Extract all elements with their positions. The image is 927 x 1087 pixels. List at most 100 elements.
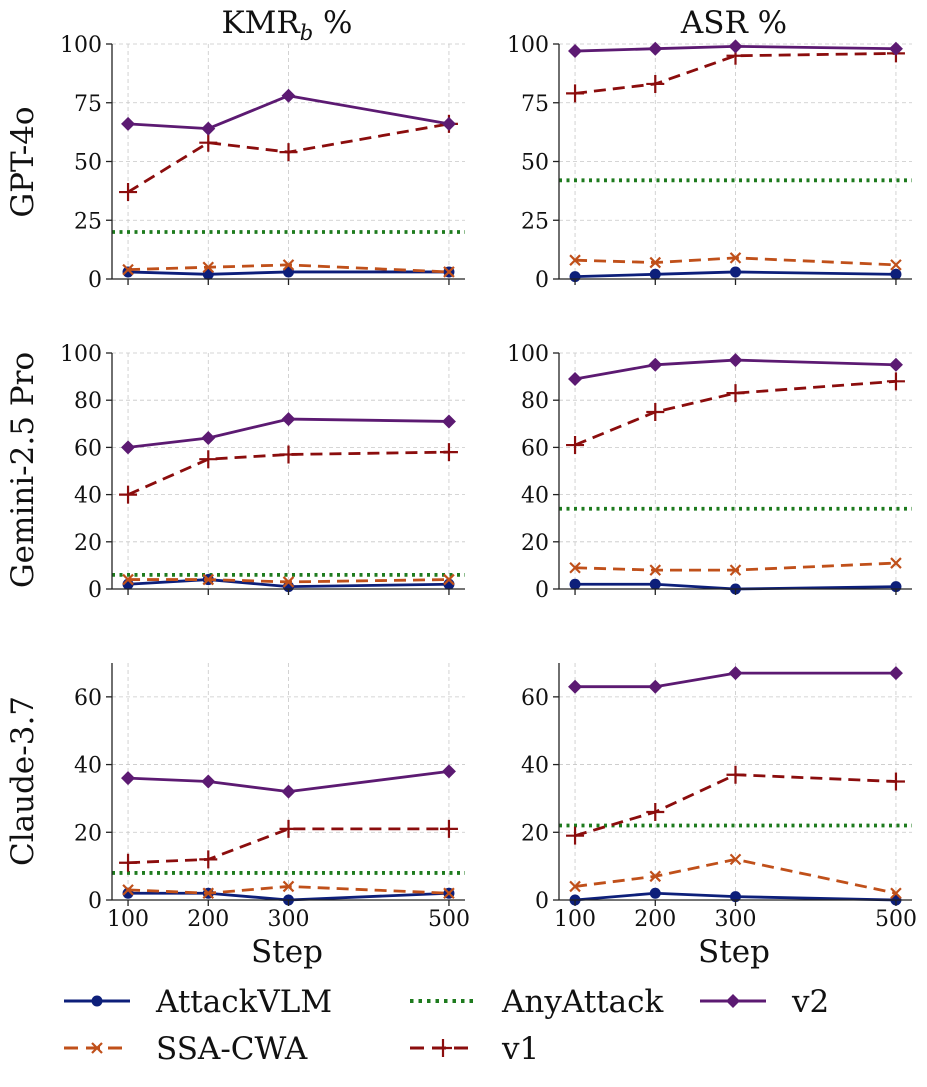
legend-label: AnyAttack (501, 984, 663, 1020)
series-line (574, 52, 896, 95)
data-point (890, 557, 902, 569)
data-point (890, 887, 902, 900)
chart-panel: 0 20 40 60 80 100 (507, 342, 912, 603)
series-v1 (119, 819, 458, 872)
y-tick-label: 100 (507, 33, 549, 58)
data-point (729, 564, 742, 576)
data-point (569, 578, 581, 590)
series-line (127, 769, 450, 794)
series-v1 (566, 765, 905, 845)
y-tick-label: 80 (521, 389, 549, 414)
series-line (574, 379, 897, 447)
series-ssa-cwa (122, 259, 455, 278)
legend-marker (91, 1042, 103, 1054)
data-point (649, 564, 662, 576)
data-point (441, 414, 456, 429)
data-point (199, 450, 218, 469)
data-point (568, 679, 583, 694)
data-point (202, 887, 215, 900)
data-point (201, 121, 216, 136)
data-point (728, 666, 743, 681)
y-tick-label: 50 (74, 151, 102, 176)
y-tick-label: 75 (521, 92, 549, 117)
data-point (886, 372, 905, 391)
y-tick-label: 25 (521, 209, 549, 234)
series-line (574, 857, 897, 895)
legend-entry-anyattack: AnyAttack (410, 984, 663, 1020)
series-line (575, 671, 896, 689)
series-line (575, 582, 896, 591)
data-point (649, 268, 661, 280)
data-point (728, 353, 743, 368)
series-line (574, 773, 897, 838)
y-tick-label: 20 (74, 531, 102, 556)
y-tick-label: 60 (521, 686, 549, 711)
legend-label: SSA-CWA (156, 1031, 308, 1067)
row-label-gemini: Gemini-2.5 Pro (5, 352, 41, 588)
series-line (128, 263, 450, 274)
data-point (282, 259, 295, 271)
series-line (127, 122, 450, 194)
y-tick-label: 0 (535, 889, 549, 914)
y-tick-label: 25 (74, 209, 102, 234)
data-point (121, 116, 136, 131)
y-tick-label: 40 (74, 754, 102, 779)
data-point (441, 116, 456, 131)
series-line (127, 94, 450, 131)
data-point (646, 802, 665, 821)
y-tick-label: 0 (88, 889, 102, 914)
legend-entry-ssa-cwa: SSA-CWA (64, 1031, 308, 1067)
data-point (648, 679, 663, 694)
data-point (730, 266, 741, 278)
kmr-title-subscript: b (300, 21, 313, 45)
data-point (122, 573, 134, 586)
y-tick-label: 20 (521, 531, 549, 556)
data-point (886, 772, 905, 791)
data-point (888, 666, 903, 681)
series-line (128, 578, 449, 584)
y-tick-label: 0 (535, 268, 549, 293)
kmr-title-suffix: % (313, 5, 352, 41)
y-tick-label: 40 (74, 484, 102, 509)
chart-panel: 0 20 40 60 100 200 300 500 (74, 663, 470, 932)
column-title-kmr: KMRb % (221, 5, 352, 45)
legend-entry-attackvlm: AttackVLM (64, 984, 332, 1020)
data-point (646, 74, 665, 93)
chart-panel: 0 25 50 75 100 (507, 33, 912, 293)
legend-entry-v1: v1 (410, 1031, 539, 1067)
data-point (279, 819, 298, 838)
series-v2 (121, 88, 456, 136)
series-v2 (568, 666, 903, 694)
series-line (575, 270, 896, 279)
legend-label: v2 (791, 984, 829, 1020)
data-point (282, 880, 295, 893)
y-tick-label: 20 (74, 821, 102, 846)
data-point (569, 880, 581, 893)
series-ssa-cwa (122, 573, 455, 588)
data-point (888, 41, 903, 56)
data-point (201, 430, 216, 445)
data-point (119, 183, 138, 202)
x-tick-label: 100 (554, 907, 596, 932)
data-point (649, 256, 662, 269)
series-ssa-cwa (569, 252, 902, 271)
series-v2 (121, 764, 456, 799)
chart-panel: 0 20 40 60 80 100 (60, 342, 465, 603)
y-tick-label: 100 (60, 342, 102, 367)
x-tick-label: 500 (428, 907, 470, 932)
column-title-asr: ASR % (680, 5, 787, 41)
data-point (890, 268, 902, 280)
data-point (279, 143, 298, 162)
series-line (127, 885, 450, 895)
data-point (439, 443, 458, 462)
data-point (122, 263, 134, 276)
data-point (121, 440, 136, 455)
data-point (649, 887, 661, 899)
series-line (575, 44, 896, 53)
series-v2 (568, 39, 903, 59)
y-tick-label: 75 (74, 92, 102, 117)
data-point (282, 576, 295, 588)
series-line (127, 578, 449, 589)
series-line (128, 270, 449, 276)
